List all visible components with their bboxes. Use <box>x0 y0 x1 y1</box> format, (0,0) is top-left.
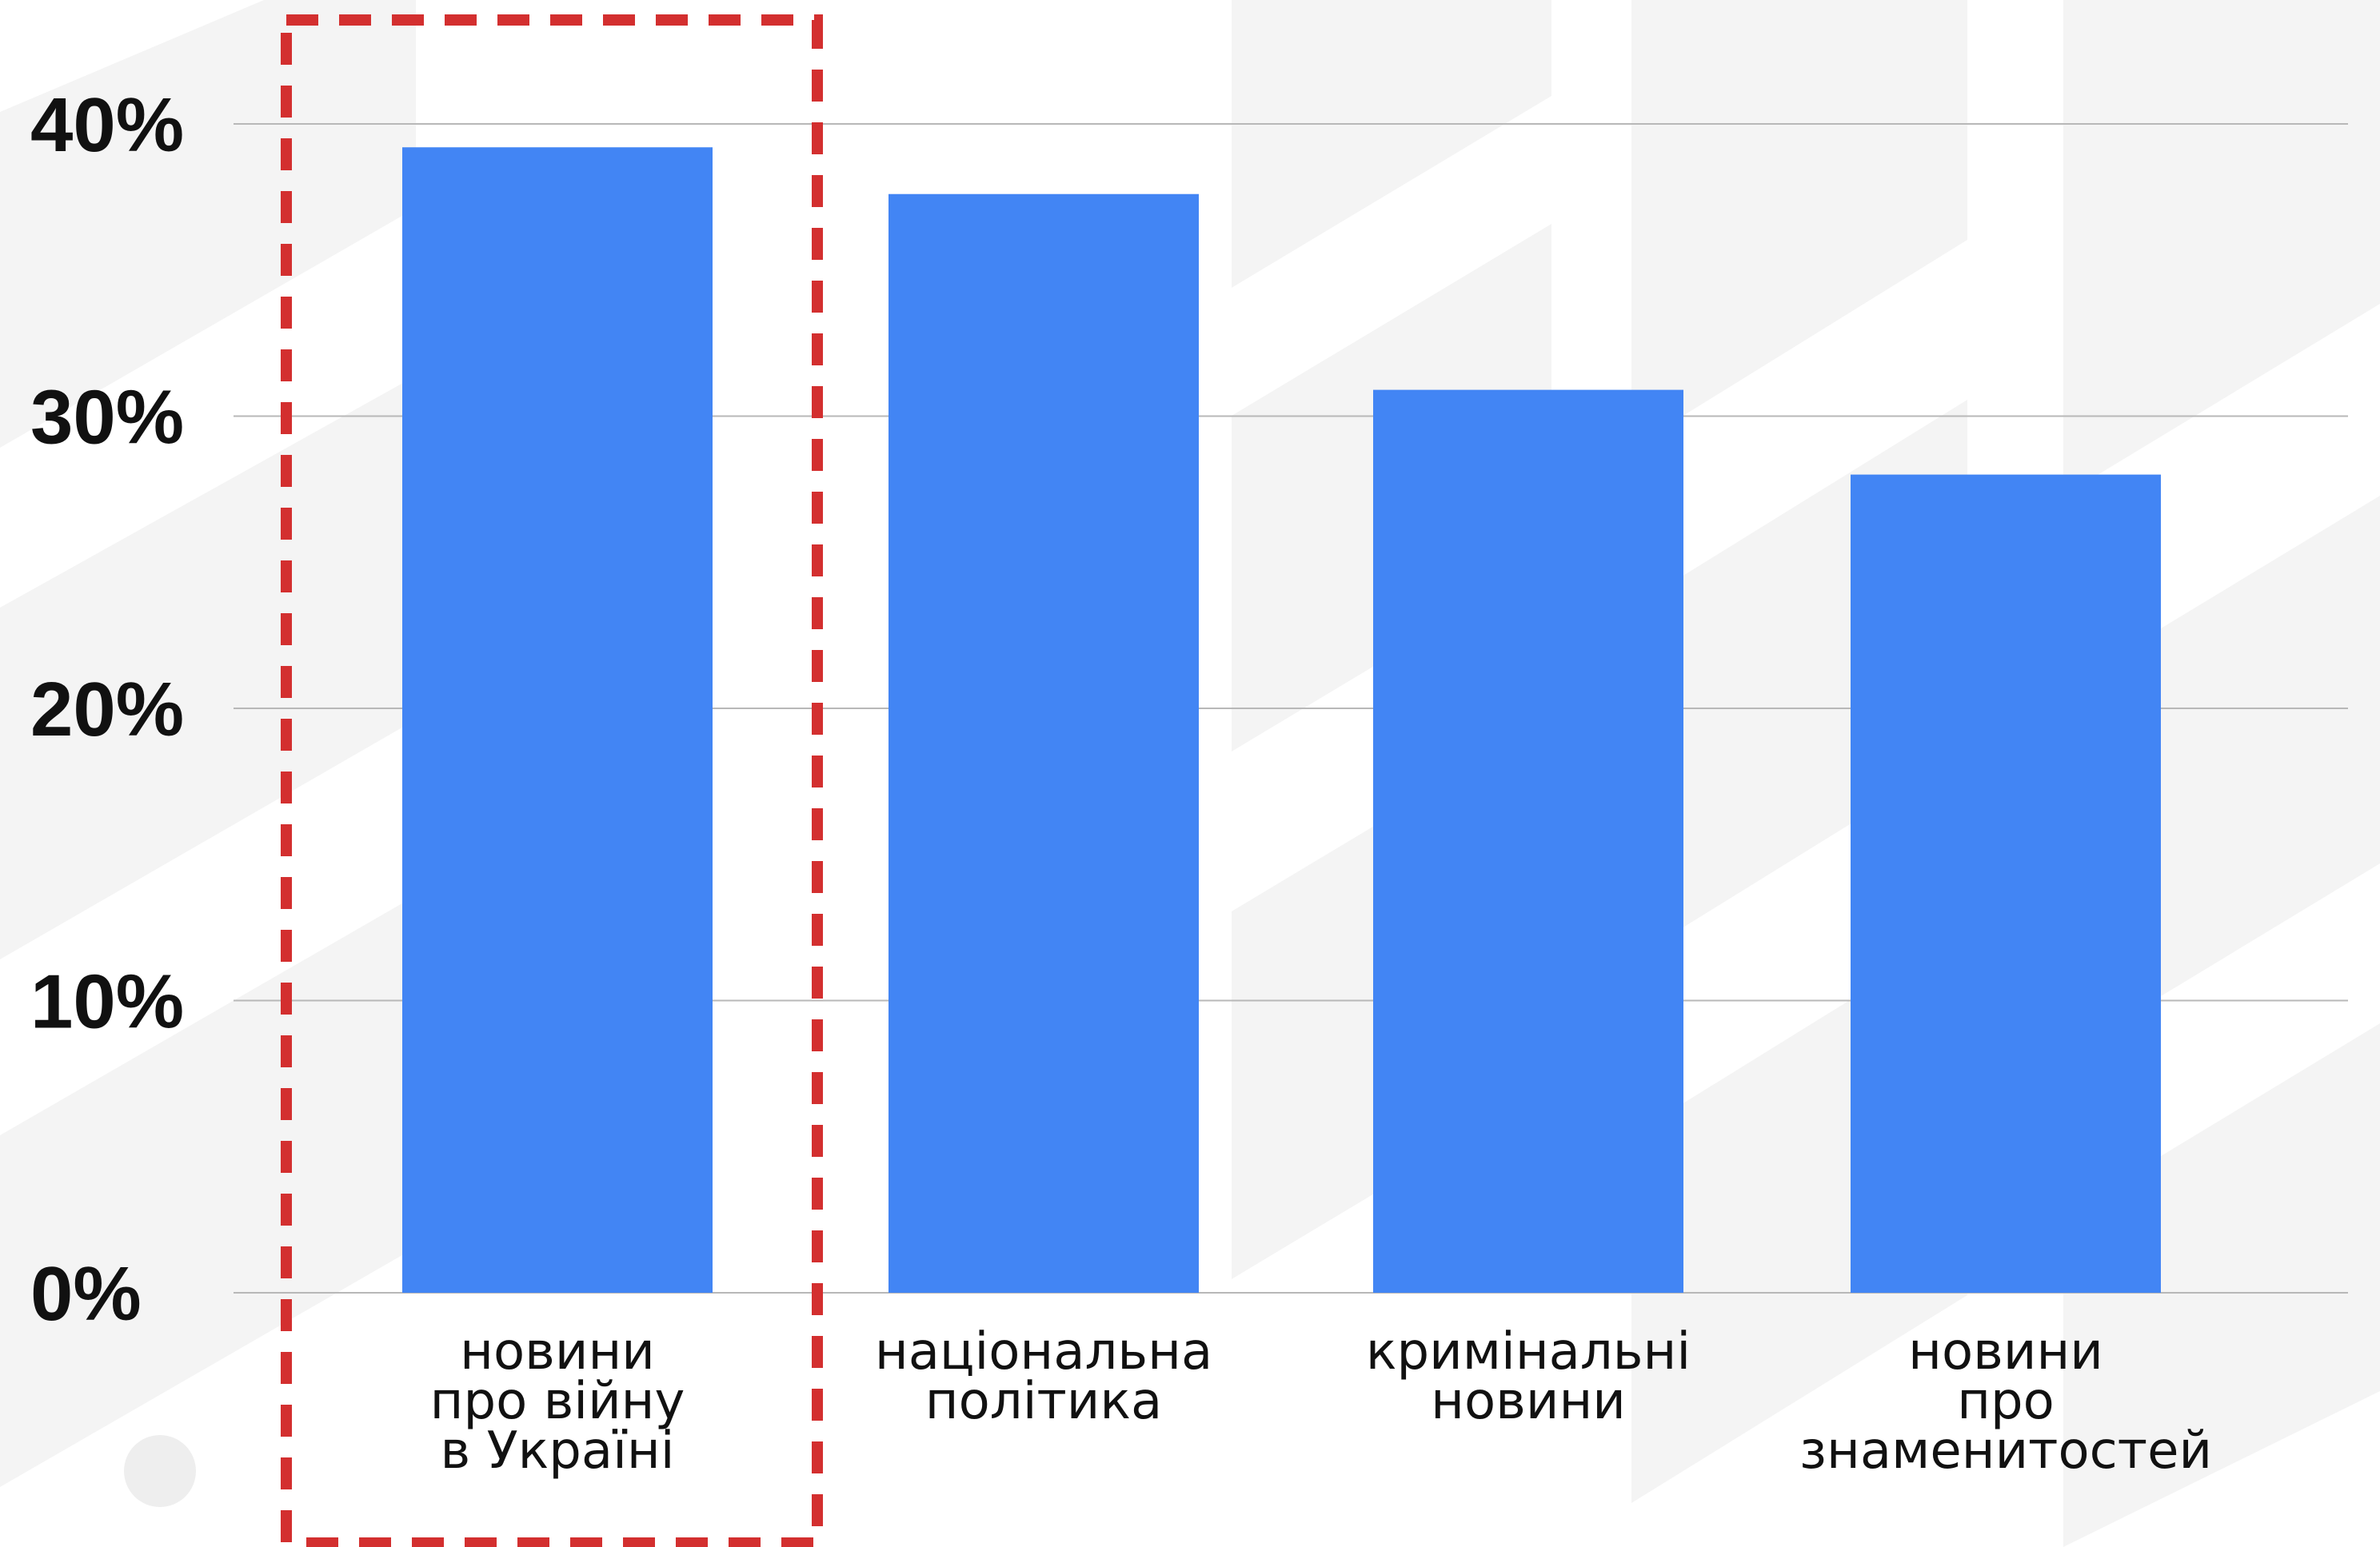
x-tick-label: національна політика <box>875 1322 1212 1431</box>
pattern-shape <box>2063 0 2380 496</box>
bar <box>1851 474 2161 1293</box>
y-tick-label: 0% <box>30 1251 142 1337</box>
x-tick-label: кримінальні новини <box>1366 1322 1691 1431</box>
highlight-box <box>281 14 823 1547</box>
y-tick-label: 40% <box>30 82 184 168</box>
bar <box>402 147 713 1294</box>
y-axis-ticks: 0% 10% 20% 30% 40% <box>30 82 184 1337</box>
y-tick-label: 30% <box>30 375 184 461</box>
y-tick-label: 10% <box>30 959 184 1045</box>
x-tick-label: новини про війну в Україні <box>430 1322 685 1481</box>
y-tick-label: 20% <box>30 667 184 752</box>
x-axis-labels: новини про війну в Україні національна політ… <box>430 1322 2212 1481</box>
pattern-shape <box>1232 0 1551 288</box>
pattern-shape <box>0 376 416 959</box>
pattern-shape <box>2063 1023 2380 1547</box>
bar <box>889 193 1199 1294</box>
bars <box>402 147 2161 1294</box>
pattern-shape <box>0 0 416 448</box>
highlight-dashed-box <box>281 14 823 1547</box>
x-tick-label: новини про знаменитостей <box>1799 1322 2212 1481</box>
pattern-dot <box>124 1435 196 1507</box>
pattern-shape <box>0 895 416 1487</box>
pattern-shape <box>1631 0 1967 448</box>
bar <box>1373 389 1683 1294</box>
